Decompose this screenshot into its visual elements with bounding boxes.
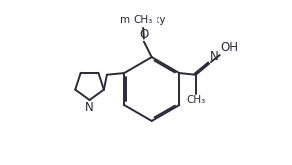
Text: N: N — [210, 50, 219, 63]
Text: O: O — [139, 28, 149, 41]
Text: CH₃: CH₃ — [133, 15, 153, 25]
Text: OH: OH — [220, 41, 239, 54]
Text: methoxy: methoxy — [120, 15, 166, 25]
Text: CH₃: CH₃ — [186, 95, 205, 104]
Text: N: N — [85, 101, 94, 114]
